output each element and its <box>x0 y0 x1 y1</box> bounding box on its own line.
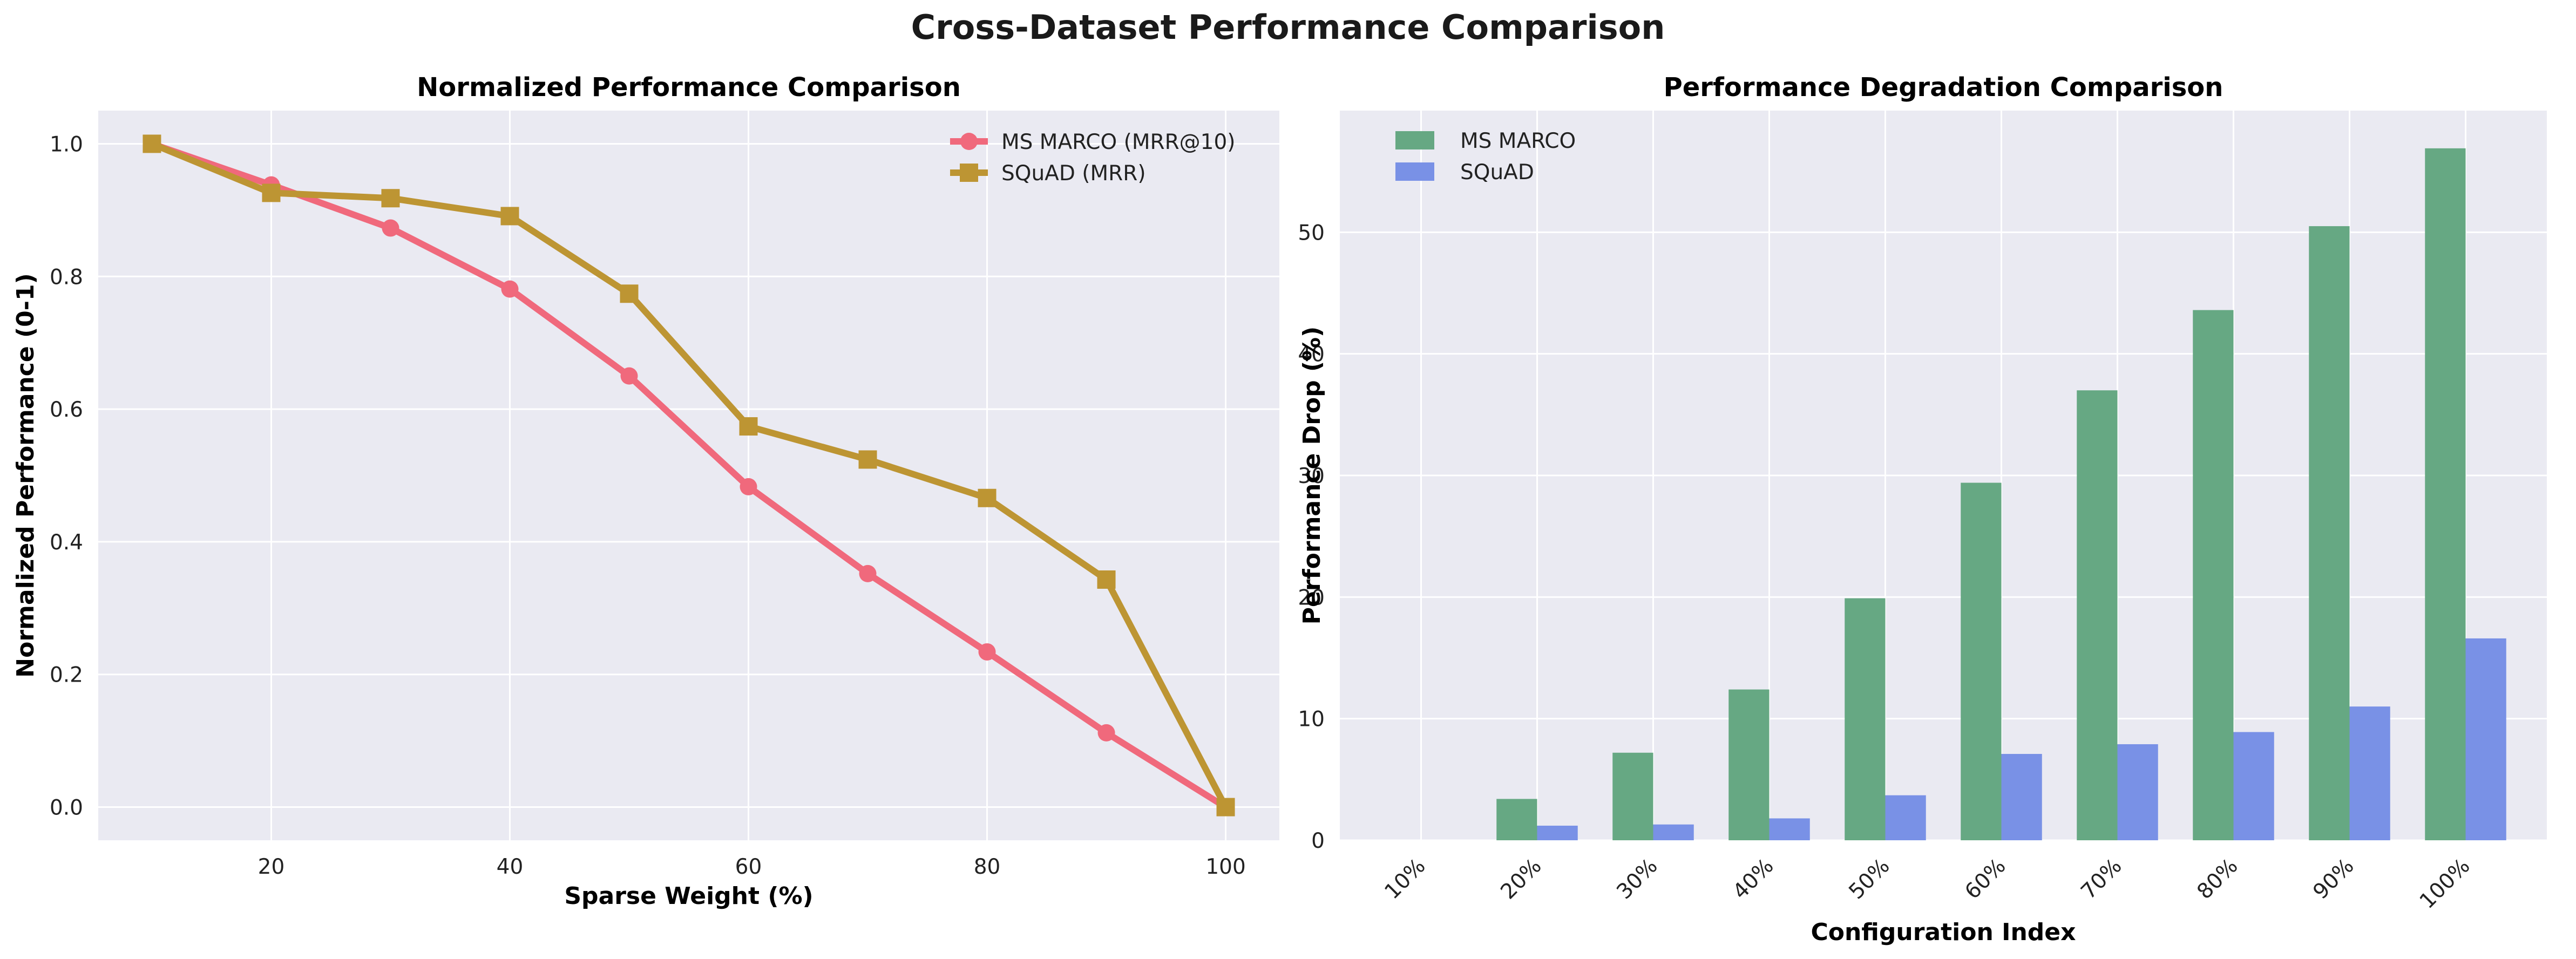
series-line <box>148 140 1229 811</box>
bar <box>1961 482 2002 840</box>
bar <box>1612 752 1653 840</box>
y-tick-label: 0.4 <box>50 530 83 555</box>
legend-label: SQuAD <box>1460 160 1534 185</box>
y-tick-label: 20 <box>1298 586 1325 610</box>
y-tick-label: 0.0 <box>50 796 83 820</box>
data-point <box>858 450 877 469</box>
legend-marker <box>960 164 978 182</box>
bar <box>1728 689 1770 840</box>
legend-label: MS MARCO (MRR@10) <box>1001 130 1236 154</box>
y-tick-label: 0.2 <box>50 663 83 688</box>
y-tick-label: 10 <box>1298 708 1325 732</box>
bar <box>1496 799 1537 840</box>
bar <box>2309 226 2350 841</box>
data-point <box>382 219 399 237</box>
left-chart-title: Normalized Performance Comparison <box>417 72 961 103</box>
legend-swatch <box>1395 162 1434 181</box>
data-point <box>501 280 519 298</box>
x-tick-label: 10% <box>1380 854 1430 904</box>
series-line <box>148 140 1229 811</box>
x-tick-label: 30% <box>1612 854 1662 904</box>
right-chart-title: Performance Degradation Comparison <box>1664 72 2224 103</box>
data-point <box>859 564 877 582</box>
bar <box>2193 310 2234 840</box>
y-tick-label: 0 <box>1311 829 1325 853</box>
data-point <box>739 417 758 436</box>
x-axis-label: Sparse Weight (%) <box>564 882 813 910</box>
y-axis-label: Performance Drop (%) <box>1298 327 1326 625</box>
bar <box>1769 818 1810 840</box>
x-tick-label: 90% <box>2308 854 2358 904</box>
data-point <box>262 183 281 202</box>
bar <box>1653 824 1694 840</box>
x-tick-label: 80% <box>2192 854 2242 904</box>
data-point <box>381 189 400 208</box>
legend-swatch <box>1395 131 1434 149</box>
data-point <box>1097 570 1116 589</box>
x-tick-label: 80 <box>974 855 1001 879</box>
x-tick-label: 40 <box>497 855 524 879</box>
bar <box>2117 744 2158 840</box>
legend-label: MS MARCO <box>1460 129 1576 153</box>
bar <box>2349 706 2390 840</box>
y-axis-label: Normalized Performance (0-1) <box>12 273 39 677</box>
bar <box>1845 598 1886 840</box>
x-tick-label: 70% <box>2076 854 2126 904</box>
x-tick-label: 60 <box>735 855 762 879</box>
data-point <box>143 134 161 153</box>
bar <box>1537 825 1578 840</box>
y-tick-label: 1.0 <box>50 132 83 157</box>
data-point <box>500 207 519 226</box>
bar <box>2425 148 2466 841</box>
bar <box>2465 638 2506 840</box>
x-axis-label: Configuration Index <box>1811 919 2076 946</box>
data-point <box>620 284 639 303</box>
x-tick-label: 20% <box>1496 854 1546 904</box>
legend-label: SQuAD (MRR) <box>1001 161 1146 186</box>
x-tick-label: 50% <box>1844 854 1894 904</box>
legend-marker <box>960 133 978 150</box>
data-point <box>740 478 757 495</box>
bar <box>1885 795 1926 840</box>
y-tick-label: 0.8 <box>50 265 83 289</box>
bar <box>2077 390 2118 840</box>
data-point <box>1216 798 1235 817</box>
x-tick-label: 40% <box>1728 854 1778 904</box>
x-tick-label: 60% <box>1960 854 2010 904</box>
data-point <box>978 643 996 661</box>
y-tick-label: 40 <box>1298 343 1325 367</box>
y-tick-label: 30 <box>1298 464 1325 488</box>
y-tick-label: 50 <box>1298 221 1325 245</box>
bar <box>2001 754 2042 840</box>
data-point <box>1097 724 1115 742</box>
figure-title: Cross-Dataset Performance Comparison <box>911 8 1665 47</box>
x-tick-label: 100 <box>1205 855 1245 879</box>
y-tick-label: 0.6 <box>50 398 83 422</box>
data-point <box>620 367 638 385</box>
x-tick-label: 20 <box>258 855 285 879</box>
x-tick-label: 100% <box>2415 854 2475 914</box>
bar <box>2233 732 2274 840</box>
data-point <box>978 488 996 507</box>
